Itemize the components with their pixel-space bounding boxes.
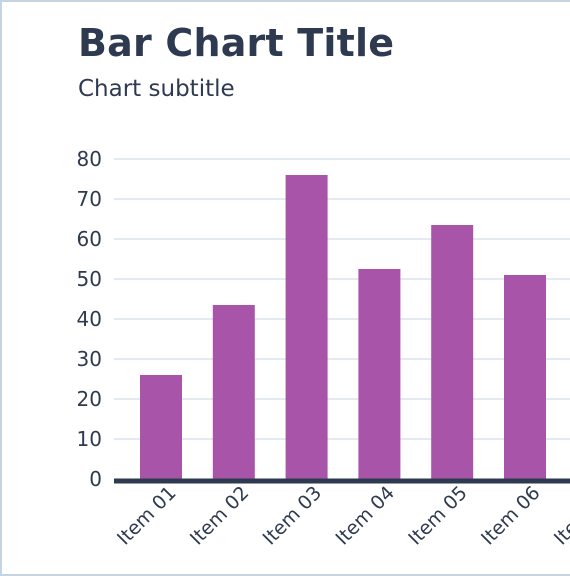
y-tick-label: 20 [77, 387, 102, 411]
grid-layer [114, 158, 570, 440]
x-tick-label: Item 01 [113, 482, 181, 550]
x-tick-label: Item 03 [259, 482, 327, 550]
y-tick-label: 50 [77, 267, 102, 291]
bar[interactable] [285, 175, 328, 479]
y-tick-label: 40 [77, 307, 102, 331]
x-tick-label: Item 02 [186, 482, 254, 550]
y-tick-label: 0 [89, 467, 102, 491]
bar-layer [140, 175, 546, 479]
x-tick-label: Item 04 [331, 482, 399, 550]
y-tick-label: 10 [77, 427, 102, 451]
x-tick-label: Item 05 [404, 482, 472, 550]
bar[interactable] [140, 375, 182, 479]
x-tick-label: Item 07 [550, 482, 570, 550]
x-tick-labels: Item 01 Item 02 Item 03 Item 04 Item 05 Item … [113, 482, 570, 550]
y-tick-labels: 0 10 20 30 40 50 60 70 80 [77, 147, 102, 491]
y-tick-label: 70 [77, 187, 102, 211]
bar[interactable] [504, 275, 546, 479]
chart-title: Bar Chart Title [78, 21, 395, 65]
bar[interactable] [431, 225, 474, 479]
x-tick-label: Item 06 [477, 482, 545, 550]
y-tick-label: 30 [77, 347, 102, 371]
y-tick-label: 80 [77, 147, 102, 171]
bar[interactable] [212, 305, 255, 479]
y-tick-label: 60 [77, 227, 102, 251]
chart-subtitle: Chart subtitle [78, 76, 235, 102]
bar[interactable] [358, 269, 401, 479]
